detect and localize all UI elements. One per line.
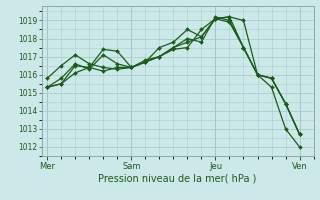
X-axis label: Pression niveau de la mer( hPa ): Pression niveau de la mer( hPa ) [99,173,257,183]
